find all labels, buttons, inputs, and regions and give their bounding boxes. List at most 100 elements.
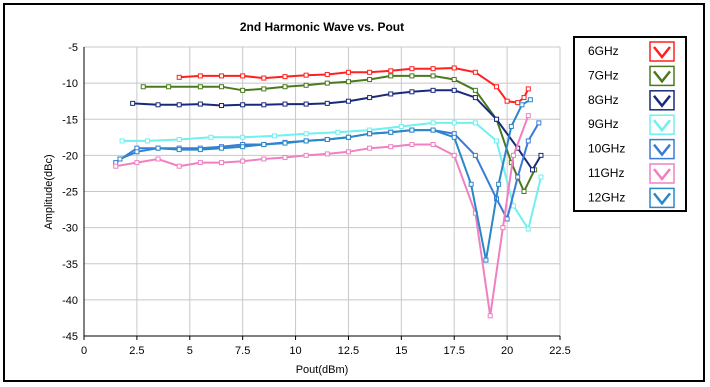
- data-point: [472, 152, 478, 158]
- data-point: [303, 131, 309, 137]
- data-point: [525, 226, 531, 232]
- data-point: [140, 84, 146, 90]
- data-point: [494, 138, 500, 144]
- y-tick-label: -35: [62, 259, 78, 271]
- x-tick-label: 12.5: [338, 345, 359, 357]
- legend-label: 9GHz: [588, 117, 619, 131]
- x-tick-label: 7.5: [235, 345, 250, 357]
- data-point: [134, 149, 140, 155]
- data-point: [303, 82, 309, 88]
- data-point: [388, 129, 394, 135]
- grid-layer: [83, 46, 561, 340]
- data-point: [345, 134, 351, 140]
- y-tick-label: -10: [62, 78, 78, 90]
- data-point: [388, 68, 394, 74]
- series-10GHz: [113, 120, 542, 222]
- data-point: [219, 160, 225, 166]
- data-point: [409, 142, 415, 148]
- data-point: [527, 97, 533, 103]
- legend-label: 8GHz: [588, 93, 619, 107]
- data-point: [324, 136, 330, 142]
- data-point: [240, 134, 246, 140]
- series-line: [115, 115, 530, 316]
- data-point: [240, 87, 246, 93]
- data-point: [430, 120, 436, 126]
- data-point: [510, 203, 516, 209]
- data-point: [324, 71, 330, 77]
- data-point: [219, 84, 225, 90]
- legend-label: 10GHz: [588, 142, 625, 156]
- data-point: [525, 138, 531, 144]
- data-point: [538, 152, 544, 158]
- data-point: [345, 98, 351, 104]
- data-point: [130, 100, 136, 106]
- data-point: [451, 120, 457, 126]
- data-point: [324, 80, 330, 86]
- data-point: [536, 120, 542, 126]
- legend-marker: [653, 70, 671, 84]
- legend-marker: [653, 192, 671, 206]
- data-point: [519, 102, 525, 108]
- tick-layer: -5 -10 -15 -20 -25 -30 -35 -40 -450 2.5 5 7.5 10 12.5…: [62, 42, 571, 357]
- data-point: [303, 138, 309, 144]
- series-6GHz: [176, 65, 531, 106]
- data-point: [451, 65, 457, 71]
- legend-swatch: [649, 41, 675, 62]
- data-point: [176, 74, 182, 80]
- data-point: [430, 66, 436, 72]
- data-point: [430, 73, 436, 79]
- data-point: [496, 181, 502, 187]
- data-point: [155, 156, 161, 162]
- data-point: [510, 152, 516, 158]
- data-point: [335, 129, 341, 135]
- data-point: [240, 158, 246, 164]
- data-point: [282, 74, 288, 80]
- x-tick-label: 0: [81, 345, 87, 357]
- legend-marker: [653, 119, 671, 133]
- data-point: [521, 95, 527, 101]
- series-9GHz: [119, 120, 544, 232]
- data-point: [219, 145, 225, 151]
- data-point: [197, 84, 203, 90]
- data-point: [538, 174, 544, 180]
- legend-marker: [653, 95, 671, 108]
- data-point: [483, 257, 489, 263]
- y-tick-label: -30: [62, 223, 78, 235]
- series-12GHz: [117, 97, 533, 263]
- legend: 6GHz 7GHz 8GHz 9GHz 10GHz 11GHz 12GHz: [573, 36, 687, 212]
- data-point: [261, 102, 267, 108]
- legend-label: 7GHz: [588, 68, 619, 82]
- x-tick-label: 5: [187, 345, 193, 357]
- data-point: [508, 123, 514, 129]
- data-point: [388, 144, 394, 150]
- legend-swatch: [649, 90, 675, 111]
- data-point: [367, 77, 373, 83]
- data-point: [515, 174, 521, 180]
- data-point: [119, 138, 125, 144]
- data-point: [345, 69, 351, 75]
- legend-marker: [653, 168, 671, 182]
- data-point: [176, 136, 182, 142]
- data-point: [117, 156, 123, 162]
- series-layer: [113, 65, 544, 319]
- legend-swatch: [649, 114, 675, 135]
- y-tick-label: -5: [68, 42, 78, 54]
- data-point: [388, 73, 394, 79]
- series-8GHz: [130, 87, 544, 173]
- data-point: [430, 87, 436, 93]
- legend-swatch: [649, 163, 675, 184]
- data-point: [451, 87, 457, 93]
- y-tick-label: -20: [62, 150, 78, 162]
- x-tick-label: 2.5: [129, 345, 144, 357]
- data-point: [367, 95, 373, 101]
- data-point: [261, 75, 267, 81]
- legend-swatch: [649, 138, 675, 160]
- data-point: [324, 100, 330, 106]
- data-point: [472, 87, 478, 93]
- data-point: [261, 86, 267, 92]
- data-point: [345, 79, 351, 85]
- data-point: [155, 102, 161, 108]
- data-point: [240, 144, 246, 150]
- data-point: [500, 225, 506, 231]
- x-tick-label: 22.5: [549, 345, 570, 357]
